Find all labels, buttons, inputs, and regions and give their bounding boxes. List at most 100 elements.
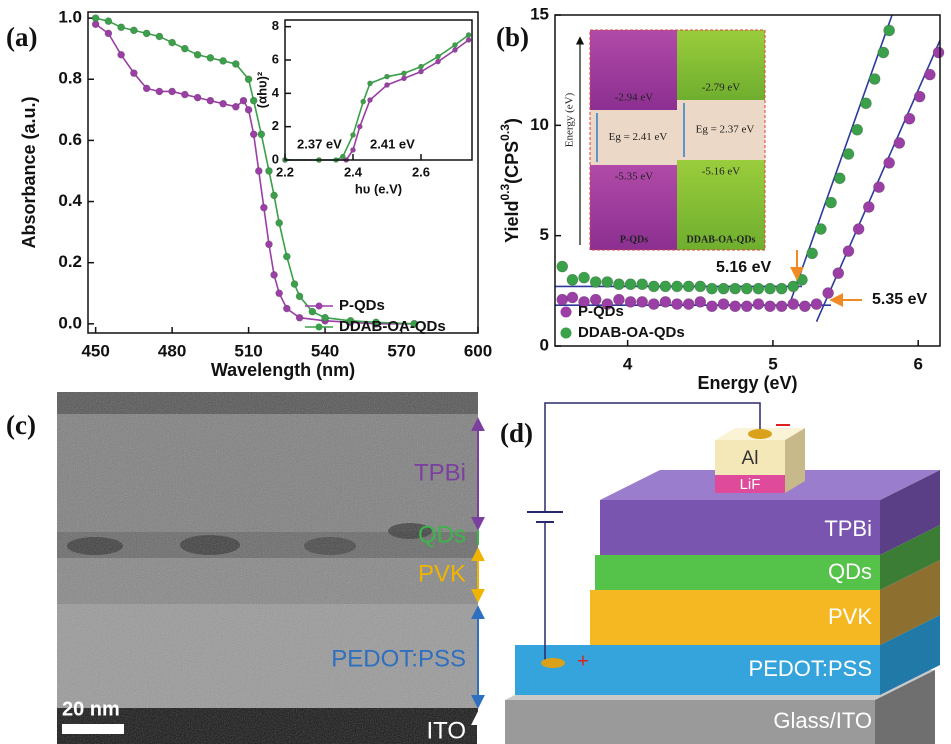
data-point — [309, 308, 316, 315]
data-point — [276, 290, 283, 297]
y-tick-label: 0 — [272, 151, 279, 166]
data-point — [730, 301, 741, 312]
data-point — [826, 197, 837, 208]
x-tick-label: 540 — [311, 341, 339, 360]
y-axis-title-part: Yield — [502, 201, 522, 243]
data-point — [368, 81, 373, 86]
y-axis-title-part: ) — [502, 118, 522, 124]
x-tick-label: 4 — [623, 354, 633, 373]
y-tick-label: 0.6 — [58, 130, 82, 149]
annotation: 2.37 eV — [297, 136, 342, 151]
data-point — [402, 76, 407, 81]
data-point — [105, 18, 112, 25]
y-tick-label: 15 — [530, 4, 549, 23]
data-point — [873, 182, 884, 193]
x-tick-label: 2.4 — [344, 164, 363, 179]
data-point — [823, 288, 834, 299]
legend-label: P-QDs — [578, 303, 624, 320]
data-point — [283, 305, 290, 312]
data-point — [340, 154, 345, 159]
panel-label: (c) — [6, 410, 36, 440]
data-point — [402, 71, 407, 76]
data-point — [368, 98, 373, 103]
data-point — [220, 100, 227, 107]
data-point — [240, 97, 247, 104]
data-point — [811, 299, 822, 310]
data-point — [863, 201, 874, 212]
material-name: DDAB-OA-QDs — [687, 234, 756, 245]
data-point — [194, 51, 201, 58]
y-axis-title-part: 0.3 — [498, 184, 512, 201]
panel-label: (b) — [496, 22, 529, 52]
data-point — [557, 294, 568, 305]
data-point — [718, 283, 729, 294]
data-point — [265, 241, 272, 248]
data-point — [884, 25, 895, 36]
data-point — [602, 277, 613, 288]
data-point — [453, 48, 458, 53]
data-point — [245, 76, 252, 83]
data-point — [637, 279, 648, 290]
x-axis-title: hυ (e.V) — [355, 181, 402, 196]
data-point — [815, 224, 826, 235]
data-point — [105, 30, 112, 37]
level-label: -5.16 eV — [702, 166, 741, 178]
annotation: 2.41 eV — [370, 136, 415, 151]
scale-bar-label: 20 nm — [62, 698, 120, 720]
y-axis-title-part: 0.3 — [498, 124, 512, 141]
cathode-layer: Al — [742, 448, 759, 469]
data-point — [361, 99, 366, 104]
data-point — [385, 74, 390, 79]
data-point — [683, 281, 694, 292]
figure: (a) (b) (c) (d) 20 nm TPBi QDs PVK PEDOT… — [0, 0, 951, 744]
data-point — [933, 47, 944, 58]
data-point — [296, 314, 303, 321]
y-axis-title-part: (CPS — [502, 141, 522, 184]
data-point — [466, 33, 471, 38]
data-point — [884, 157, 895, 168]
data-point — [419, 64, 424, 69]
device-layer: Glass/ITO — [773, 708, 872, 733]
data-point — [357, 124, 362, 129]
data-point — [220, 57, 227, 64]
x-tick-label: 6 — [913, 354, 922, 373]
data-point — [296, 293, 303, 300]
data-point — [924, 69, 935, 80]
data-point — [914, 91, 925, 102]
data-point — [765, 301, 776, 312]
x-tick-label: 570 — [387, 341, 415, 360]
data-point — [194, 94, 201, 101]
y-axis-title: (αhυ)² — [254, 71, 269, 108]
data-point — [613, 279, 624, 290]
data-point — [648, 299, 659, 310]
y-tick-label: 0.2 — [58, 252, 82, 271]
data-point — [567, 292, 578, 303]
tem-layer: ITO — [426, 717, 466, 744]
data-point — [207, 54, 214, 61]
x-axis-title: Wavelength (nm) — [211, 360, 355, 380]
data-point — [232, 60, 239, 67]
data-point — [156, 88, 163, 95]
data-point — [833, 268, 844, 279]
tem-layer: QDs — [418, 521, 466, 548]
data-point — [118, 24, 125, 31]
data-point — [351, 148, 356, 153]
legend-marker — [561, 328, 572, 339]
data-point — [271, 271, 278, 278]
y-tick-label: 0 — [540, 335, 549, 354]
y-tick-label: 10 — [530, 115, 549, 134]
y-tick-label: 1.0 — [58, 8, 82, 27]
y-tick-label: 6 — [272, 51, 279, 66]
data-point — [207, 97, 214, 104]
y-tick-label: 0.0 — [58, 313, 82, 332]
data-point — [436, 59, 441, 64]
data-point — [579, 272, 590, 283]
data-point — [276, 219, 283, 226]
data-point — [466, 38, 471, 43]
data-point — [419, 69, 424, 74]
data-point — [695, 281, 706, 292]
x-tick-label: 510 — [234, 341, 262, 360]
data-point — [852, 124, 863, 135]
annotation: 5.16 eV — [716, 259, 771, 276]
tem-layer: PVK — [418, 560, 466, 587]
